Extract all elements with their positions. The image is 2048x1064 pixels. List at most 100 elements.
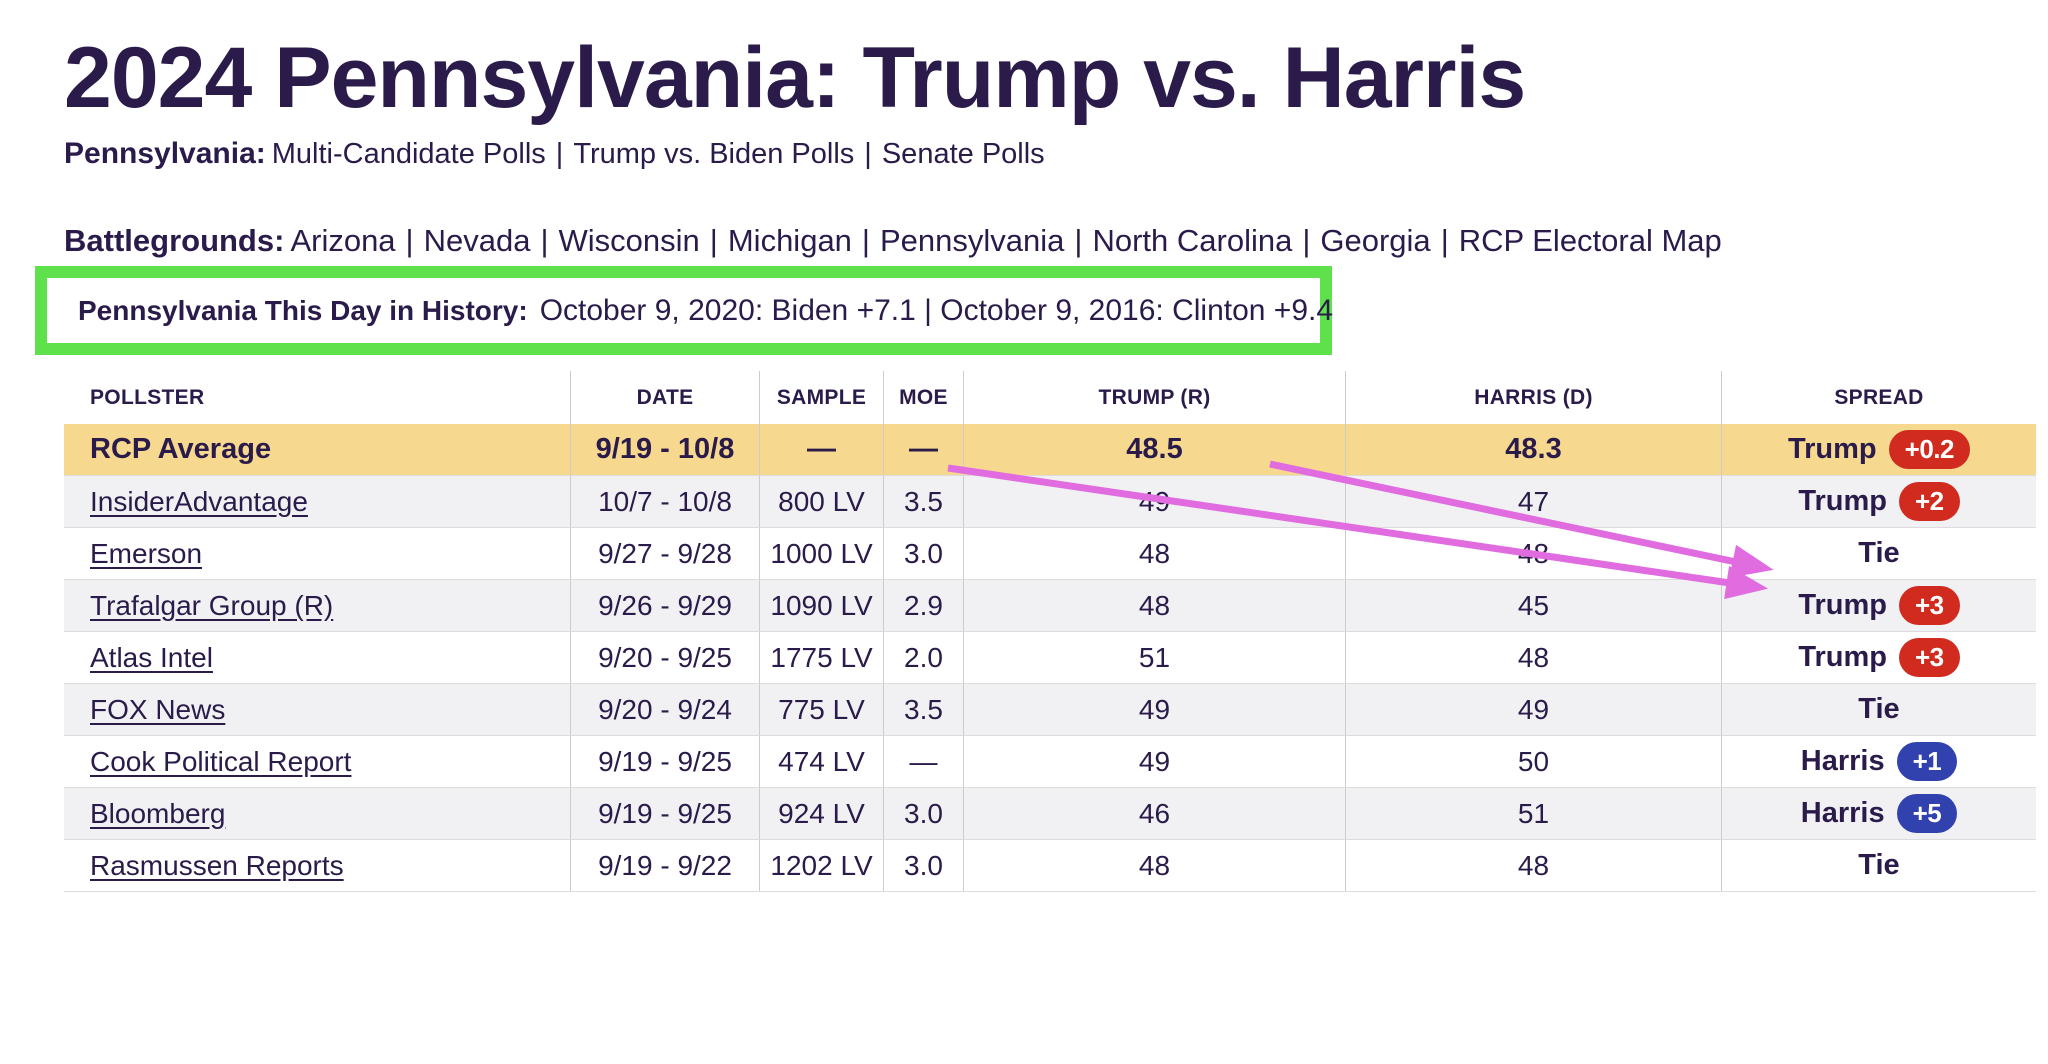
cell-sample: —: [760, 424, 884, 475]
cell-moe: 3.5: [884, 684, 964, 735]
table-row: Cook Political Report 9/19 - 9/25 474 LV —4…: [64, 736, 2036, 788]
cell-harris: 45: [1346, 580, 1722, 631]
poll-table-body: RCP Average 9/19 - 10/8— —48.5 48.3 Trump +0.…: [64, 424, 2036, 892]
cell-harris: 51: [1346, 788, 1722, 839]
column-header-sample: SAMPLE: [760, 371, 884, 424]
battlegrounds-links: Battlegrounds: Arizona | Nevada | Wisconsin | M…: [64, 223, 2048, 259]
cell-pollster: Trafalgar Group (R): [64, 580, 571, 631]
spread-winner: Trump: [1798, 589, 1887, 621]
pollster-link[interactable]: Rasmussen Reports: [90, 849, 344, 881]
pollster-link[interactable]: Bloomberg: [90, 797, 226, 829]
battlegrounds-items: Arizona | Nevada | Wisconsin | Michigan | Pennsy…: [290, 223, 1721, 258]
cell-sample: 775 LV: [760, 684, 884, 735]
link-multi-candidate-polls[interactable]: Multi-Candidate Polls: [271, 138, 546, 170]
poll-table-header: POLLSTER DATE SAMPLE MOE TRUMP (R) HARRIS (D)…: [64, 371, 2036, 424]
cell-sample: 1775 LV: [760, 632, 884, 683]
table-row: Rasmussen Reports 9/19 - 9/22 1202 LV 3.0 48…: [64, 840, 2036, 892]
table-row-rcp-average: RCP Average 9/19 - 10/8— —48.5 48.3 Trump +0.…: [64, 424, 2036, 476]
cell-moe: 2.0: [884, 632, 964, 683]
spread-badge: +2: [1898, 482, 1960, 521]
cell-spread: Trump +3: [1722, 632, 2036, 683]
spread-badge: +3: [1898, 638, 1960, 677]
cell-spread: Trump +3: [1722, 580, 2036, 631]
cell-pollster: Rasmussen Reports: [64, 840, 571, 891]
spread-winner: Trump: [1798, 641, 1887, 673]
cell-spread: Harris +5: [1722, 788, 2036, 839]
pipe-separator: |: [540, 223, 549, 258]
link-battleground-georgia[interactable]: Georgia: [1320, 223, 1431, 258]
table-row: Bloomberg 9/19 - 9/25 924 LV 3.0 46 51 Harris +…: [64, 788, 2036, 840]
cell-moe: 2.9: [884, 580, 964, 631]
cell-trump: 48: [964, 528, 1346, 579]
table-row: Trafalgar Group (R) 9/26 - 9/29 1090 LV 2.9…: [64, 580, 2036, 632]
column-header-trump-r-: TRUMP (R): [964, 371, 1346, 424]
link-battleground-rcp-electoral-map[interactable]: RCP Electoral Map: [1458, 223, 1722, 258]
cell-pollster: FOX News: [64, 684, 571, 735]
pipe-separator: |: [1440, 223, 1449, 258]
state-links-items: Multi-Candidate Polls | Trump vs. Biden Po…: [272, 138, 1045, 170]
cell-date: 9/20 - 9/25: [571, 632, 760, 683]
cell-trump: 51: [964, 632, 1346, 683]
pipe-separator: |: [555, 138, 564, 170]
cell-harris: 50: [1346, 736, 1722, 787]
cell-sample: 1000 LV: [760, 528, 884, 579]
cell-date: 9/27 - 9/28: [571, 528, 760, 579]
cell-date: 9/19 - 10/8: [571, 424, 760, 475]
link-trump-vs-biden-polls[interactable]: Trump vs. Biden Polls: [573, 138, 855, 170]
spread-badge: +5: [1896, 794, 1958, 833]
pollster-link[interactable]: Emerson: [90, 537, 203, 569]
cell-pollster: RCP Average: [64, 424, 571, 475]
cell-sample: 924 LV: [760, 788, 884, 839]
spread-badge: +1: [1896, 742, 1958, 781]
page-title: 2024 Pennsylvania: Trump vs. Harris: [64, 30, 1526, 126]
pipe-separator: |: [864, 138, 872, 170]
callout-text: October 9, 2020: Biden +7.1 | October 9,…: [539, 293, 1334, 327]
pollster-link[interactable]: Trafalgar Group (R): [90, 589, 334, 621]
cell-harris: 48: [1346, 840, 1722, 891]
link-battleground-michigan[interactable]: Michigan: [727, 223, 852, 258]
pipe-separator: |: [861, 223, 870, 258]
cell-spread: Trump +0.2: [1722, 424, 2036, 475]
cell-harris: 49: [1346, 684, 1722, 735]
cell-trump: 49: [964, 736, 1346, 787]
pollster-link[interactable]: Atlas Intel: [90, 641, 213, 673]
cell-pollster: Cook Political Report: [64, 736, 571, 787]
pollster-link[interactable]: InsiderAdvantage: [90, 485, 308, 517]
pipe-separator: |: [405, 223, 414, 258]
table-row: FOX News 9/20 - 9/24 775 LV 3.5 49 49 Tie: [64, 684, 2036, 736]
cell-pollster: Atlas Intel: [64, 632, 571, 683]
pollster-link[interactable]: Cook Political Report: [90, 745, 352, 777]
spread-winner: Harris: [1800, 797, 1885, 829]
spread-winner: Harris: [1800, 745, 1885, 777]
cell-moe: 3.0: [884, 788, 964, 839]
cell-pollster: Bloomberg: [64, 788, 571, 839]
link-senate-polls[interactable]: Senate Polls: [881, 138, 1045, 170]
cell-trump: 49: [964, 476, 1346, 527]
cell-trump: 49: [964, 684, 1346, 735]
spread-winner: Tie: [1858, 693, 1900, 725]
link-battleground-arizona[interactable]: Arizona: [290, 223, 396, 258]
link-battleground-north-carolina[interactable]: North Carolina: [1092, 223, 1293, 258]
spread-winner: Trump: [1798, 485, 1887, 517]
pollster-link[interactable]: FOX News: [90, 693, 226, 725]
link-battleground-nevada[interactable]: Nevada: [423, 223, 531, 258]
battlegrounds-label: Battlegrounds:: [64, 223, 285, 258]
cell-moe: —: [884, 736, 964, 787]
cell-spread: Tie: [1722, 528, 2036, 579]
cell-spread: Trump +2: [1722, 476, 2036, 527]
link-battleground-wisconsin[interactable]: Wisconsin: [558, 223, 700, 258]
column-header-spread: SPREAD: [1834, 385, 1924, 409]
cell-date: 9/20 - 9/24: [571, 684, 760, 735]
cell-date: 10/7 - 10/8: [571, 476, 760, 527]
pipe-separator: |: [709, 223, 718, 258]
pollster-name: RCP Average: [90, 433, 272, 465]
link-battleground-pennsylvania[interactable]: Pennsylvania: [879, 223, 1065, 258]
table-row: InsiderAdvantage 10/7 - 10/8 800 LV 3.5 49 47…: [64, 476, 2036, 528]
cell-sample: 800 LV: [760, 476, 884, 527]
cell-spread: Harris +1: [1722, 736, 2036, 787]
cell-date: 9/19 - 9/22: [571, 840, 760, 891]
cell-moe: 3.5: [884, 476, 964, 527]
cell-pollster: InsiderAdvantage: [64, 476, 571, 527]
pipe-separator: |: [1302, 223, 1311, 258]
cell-trump: 46: [964, 788, 1346, 839]
